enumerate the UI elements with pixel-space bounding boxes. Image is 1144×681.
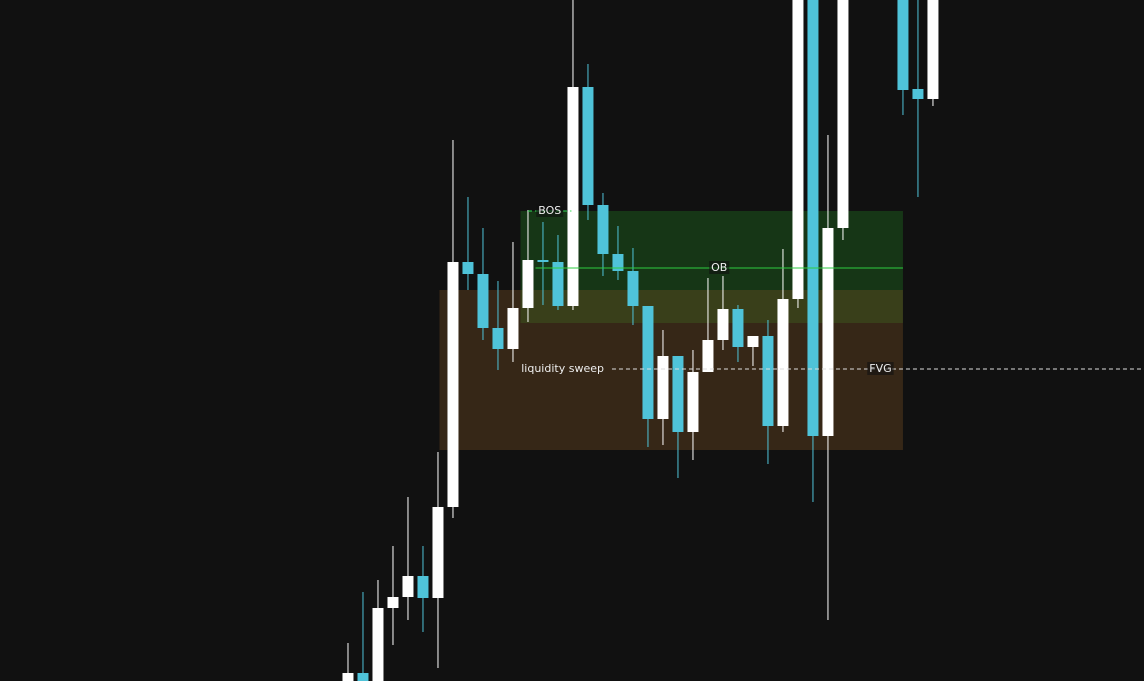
label-background [867,362,894,375]
candle-body [912,89,924,99]
candle-body [897,0,909,90]
level-label: liquidity sweep [521,362,604,375]
candle-body [642,306,654,419]
candle-body [432,507,444,598]
candle-body [732,309,744,347]
candle-body [657,356,669,419]
candle-body [672,356,684,432]
candle-body [522,260,534,308]
candle-body [552,262,564,306]
level-label: BOS [538,204,561,217]
candle-body [372,608,384,681]
candle-body [792,0,804,299]
candle-body [402,576,414,597]
candle-body [582,87,594,205]
candle-body [447,262,459,507]
candle-body [507,308,519,349]
candle-body [687,372,699,432]
candle-body [717,309,729,340]
candle-body [822,228,834,436]
candle-body [417,576,429,598]
candle-body [777,299,789,426]
candle-body [747,336,759,347]
candle-body [702,340,714,372]
candle-body [807,0,819,436]
candle-body [762,336,774,426]
candle-body [387,597,399,608]
level-label: FVG [869,362,891,375]
candle-body [627,271,639,306]
label-background [536,204,564,217]
label-background [709,261,730,274]
candle-body [927,0,939,99]
candle-body [477,274,489,328]
candle-body [537,260,549,262]
candle-body [837,0,849,228]
candle-body [492,328,504,349]
candle-body [612,254,624,271]
candle-body [342,673,354,681]
level-label: OB [711,261,727,274]
candle-body [597,205,609,254]
candle-body [462,262,474,274]
candle-body [567,87,579,306]
candle-body [357,673,369,681]
